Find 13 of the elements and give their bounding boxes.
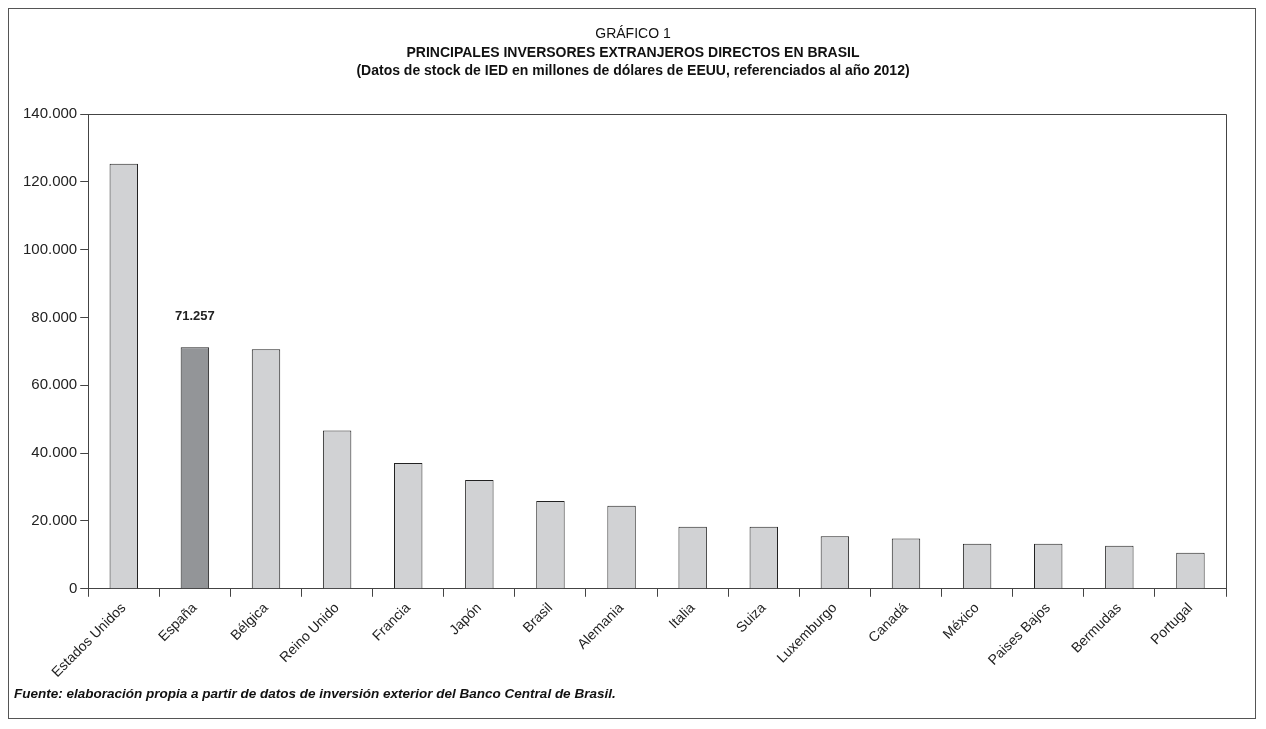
data-label: 71.257 xyxy=(175,308,215,324)
y-tick-label: 40.000 xyxy=(31,443,78,461)
source-note: Fuente: elaboración propia a partir de datos de inversión exterior del Banco Central de Brasil. xyxy=(14,686,616,701)
x-tick-label: Italia xyxy=(665,599,698,632)
y-tick-label: 140.000 xyxy=(22,104,78,122)
chart-subtitle: (Datos de stock de IED en millones de dólares de EEUU, referenciados al año 2012) xyxy=(355,62,911,78)
y-tick-label: 120.000 xyxy=(22,171,78,189)
chart-title: GRÁFICO 1 PRINCIPALES INVERSORES EXTRANJEROS DIRECTOS EN BRASIL xyxy=(405,24,861,62)
y-tick-label: 60.000 xyxy=(31,375,78,393)
y-tick-label: 0 xyxy=(68,578,78,596)
y-tick-label: 20.000 xyxy=(31,511,78,529)
y-tick-label: 80.000 xyxy=(31,307,78,325)
y-tick-label: 100.000 xyxy=(22,239,78,257)
